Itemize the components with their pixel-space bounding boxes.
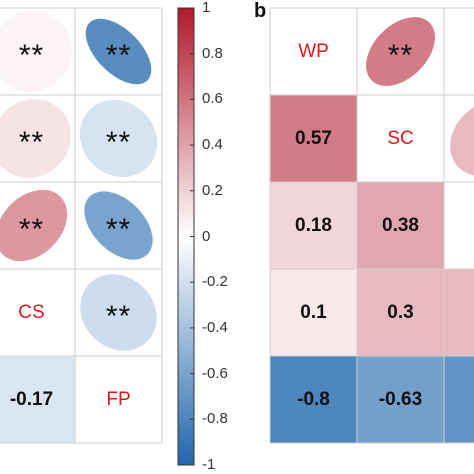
panel-b-square-r4c1 [357,356,444,443]
panel-b-square-r2c0 [270,182,357,269]
panel-b-coef-r2c0: 0.18 [295,214,332,236]
panel-b-coef-r2c1: 0.38 [382,214,419,236]
colorbar-tick-label: 1 [202,0,211,16]
panel-a-ellipse-r1c1 [79,99,158,178]
colorbar-tick-label: 0 [202,227,211,245]
panel-a-significance-r1c0: ** [18,125,45,159]
panel-b-coef-r4c0: -0.8 [297,388,330,410]
panel-a-ellipse-r0c0 [0,11,72,92]
panel-a-significance-r1c1: ** [105,125,132,159]
panel-b-label-sc: SC [387,127,414,149]
panel-a-label-fp: FP [106,388,131,410]
colorbar-tick-label: 0.4 [202,136,223,154]
colorbar-tick-label: 0.6 [202,90,223,108]
panel-b-square-r4c0 [270,356,357,443]
panel-b-square-r1c0 [270,95,357,182]
panel-b-letter: b [254,0,267,22]
panel-b-label-wp: WP [298,40,329,62]
colorbar-tick-label: -0.4 [202,318,228,336]
panel-a-significance-r3c1: ** [105,299,132,333]
panel-b-coef-r3c0: 0.1 [300,301,327,323]
panel-a-ellipse-r2c0 [0,189,68,262]
panel-a-ellipse-r0c1 [85,18,152,85]
panel-a-square-r4c0 [0,356,75,443]
panel-b-significance-r0c1: ** [387,38,414,72]
panel-b-square-r3c2 [444,269,474,356]
colorbar-tick-label: -0.8 [202,410,228,428]
panel-a-coef-r4c0: -0.17 [9,388,54,410]
panel-a-significance-r0c1: ** [105,38,132,72]
panel-b-square-r3c1 [357,269,444,356]
panel-a-ellipse-r1c0 [0,99,71,178]
panel-b-coef-r3c1: 0.3 [387,301,414,323]
panel-b-square-r2c1 [357,182,444,269]
panel-a-ellipse-r3c1 [80,274,157,351]
panel-b-square-r4c2 [444,356,474,443]
panel-a-significance-r2c0: ** [18,212,45,246]
colorbar-tick-label: 0.8 [202,44,223,62]
panel-a-label-cs: CS [18,301,45,323]
panel-a-ellipse-r2c1 [84,191,153,260]
panel-b-square-r3c0 [270,269,357,356]
colorbar-tick-label: -1 [202,456,216,473]
colorbar-tick-label: -0.2 [202,273,228,291]
panel-b-ellipse-r0c1 [366,17,435,86]
panel-b-ellipse-r1c2 [450,101,474,176]
panel-b-coef-r1c0: 0.57 [295,127,332,149]
colorbar-tick-label: -0.6 [202,364,228,382]
colorbar-tick-label: 0.2 [202,181,223,199]
panel-a-significance-r2c1: ** [105,212,132,246]
panel-b-coef-r4c1: -0.63 [378,388,423,410]
panel-a-significance-r0c0: ** [18,38,45,72]
